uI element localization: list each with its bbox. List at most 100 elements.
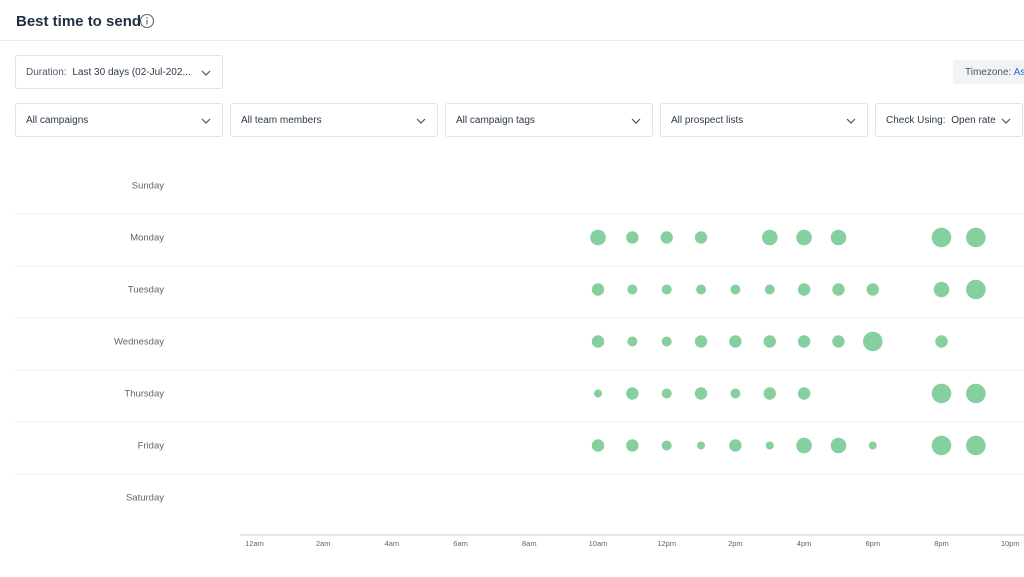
day-label-saturday: Saturday xyxy=(126,493,164,504)
bubble-wednesday-15[interactable] xyxy=(763,335,776,348)
bubble-tuesday-21[interactable] xyxy=(966,279,986,300)
bubble-friday-20[interactable] xyxy=(931,435,952,456)
bubble-tuesday-18[interactable] xyxy=(866,283,879,296)
bubble-friday-13[interactable] xyxy=(697,441,706,450)
bubble-thursday-14[interactable] xyxy=(730,388,741,399)
x-tick-label-10pm: 10pm xyxy=(1001,539,1020,548)
x-tick-label-12am: 12am xyxy=(245,539,264,548)
timezone-selector[interactable]: Timezone: As xyxy=(953,60,1024,84)
bubble-monday-20[interactable] xyxy=(931,227,952,248)
campaign-tags-dropdown[interactable]: All campaign tags xyxy=(445,103,653,137)
campaign-tags-dropdown-label: All campaign tags xyxy=(456,115,535,126)
chevron-down-icon xyxy=(1001,118,1011,124)
check-using-dropdown[interactable]: Check Using: Open rate xyxy=(875,103,1023,137)
bubble-friday-21[interactable] xyxy=(966,435,986,456)
bubble-tuesday-12[interactable] xyxy=(661,284,672,295)
bubble-wednesday-14[interactable] xyxy=(729,335,742,348)
bubble-monday-15[interactable] xyxy=(761,229,778,246)
bubble-friday-15[interactable] xyxy=(765,441,774,450)
check-using-text: Check Using: Open rate xyxy=(886,115,996,126)
bubble-monday-16[interactable] xyxy=(796,229,812,246)
bubble-wednesday-11[interactable] xyxy=(627,336,638,347)
x-tick-label-4pm: 4pm xyxy=(797,539,812,548)
info-icon[interactable] xyxy=(139,13,155,29)
bubble-wednesday-16[interactable] xyxy=(797,335,811,348)
bubble-tuesday-20[interactable] xyxy=(933,281,950,298)
duration-label: Duration: xyxy=(26,67,67,78)
duration-value: Last 30 days (02-Jul-202... xyxy=(72,67,191,78)
bubble-wednesday-20[interactable] xyxy=(935,335,948,348)
bubble-tuesday-15[interactable] xyxy=(764,284,775,295)
bubble-friday-14[interactable] xyxy=(729,439,742,452)
page-title: Best time to send xyxy=(16,13,142,30)
bubble-thursday-21[interactable] xyxy=(966,383,986,404)
chevron-down-icon xyxy=(201,70,211,76)
bubble-thursday-11[interactable] xyxy=(626,387,639,400)
timezone-value: As xyxy=(1013,67,1024,78)
x-tick-label-12pm: 12pm xyxy=(657,539,676,548)
day-label-sunday: Sunday xyxy=(132,181,164,192)
bubble-wednesday-18[interactable] xyxy=(863,331,883,352)
bubble-thursday-13[interactable] xyxy=(694,387,708,400)
bubble-monday-12[interactable] xyxy=(660,231,673,244)
x-tick-label-10am: 10am xyxy=(589,539,608,548)
x-tick-label-2am: 2am xyxy=(316,539,331,548)
bubble-wednesday-10[interactable] xyxy=(591,335,605,348)
bubble-monday-10[interactable] xyxy=(590,229,606,246)
campaigns-dropdown-label: All campaigns xyxy=(26,115,89,126)
bubble-friday-16[interactable] xyxy=(796,437,812,454)
timezone-label: Timezone: xyxy=(965,67,1012,78)
bubble-thursday-20[interactable] xyxy=(931,383,952,404)
prospect-lists-dropdown-label: All prospect lists xyxy=(671,115,744,126)
bubble-monday-13[interactable] xyxy=(694,231,708,244)
day-label-thursday: Thursday xyxy=(124,389,164,400)
x-tick-label-8pm: 8pm xyxy=(934,539,949,548)
x-tick-label-6pm: 6pm xyxy=(866,539,881,548)
bubble-friday-17[interactable] xyxy=(830,437,847,454)
campaigns-dropdown[interactable]: All campaigns xyxy=(15,103,223,137)
prospect-lists-dropdown[interactable]: All prospect lists xyxy=(660,103,868,137)
timezone-text: Timezone: As xyxy=(965,67,1024,78)
x-tick-label-2pm: 2pm xyxy=(728,539,743,548)
bubble-wednesday-17[interactable] xyxy=(832,335,845,348)
day-label-friday: Friday xyxy=(138,441,165,452)
team-members-dropdown[interactable]: All team members xyxy=(230,103,438,137)
bubble-thursday-15[interactable] xyxy=(763,387,776,400)
bubble-monday-21[interactable] xyxy=(966,227,986,248)
chevron-down-icon xyxy=(201,118,211,124)
bubble-tuesday-17[interactable] xyxy=(832,283,845,296)
bubble-tuesday-14[interactable] xyxy=(730,284,741,295)
x-tick-label-4am: 4am xyxy=(385,539,400,548)
day-label-monday: Monday xyxy=(130,233,164,244)
bubble-tuesday-11[interactable] xyxy=(627,284,638,295)
chevron-down-icon xyxy=(416,118,426,124)
bubble-friday-10[interactable] xyxy=(591,439,605,452)
bubble-tuesday-13[interactable] xyxy=(696,284,707,295)
bubble-monday-11[interactable] xyxy=(626,231,639,244)
duration-dropdown[interactable]: Duration: Last 30 days (02-Jul-202... xyxy=(15,55,223,89)
bubble-tuesday-10[interactable] xyxy=(591,283,605,296)
bubble-friday-11[interactable] xyxy=(626,439,639,452)
duration-text: Duration: Last 30 days (02-Jul-202... xyxy=(26,67,191,78)
bubble-thursday-12[interactable] xyxy=(661,388,672,399)
team-members-dropdown-label: All team members xyxy=(241,115,322,126)
bubble-wednesday-12[interactable] xyxy=(661,336,672,347)
check-using-label: Check Using: xyxy=(886,115,946,126)
bubble-thursday-10[interactable] xyxy=(594,389,602,398)
bubble-friday-18[interactable] xyxy=(868,441,877,450)
bubble-thursday-16[interactable] xyxy=(797,387,811,400)
x-tick-label-6am: 6am xyxy=(453,539,468,548)
chevron-down-icon xyxy=(631,118,641,124)
chevron-down-icon xyxy=(846,118,856,124)
day-label-tuesday: Tuesday xyxy=(128,285,164,296)
bubble-friday-12[interactable] xyxy=(661,440,672,451)
check-using-value: Open rate xyxy=(951,115,996,126)
bubble-tuesday-16[interactable] xyxy=(797,283,811,296)
day-label-wednesday: Wednesday xyxy=(114,337,164,348)
panel-header: Best time to send xyxy=(0,0,1024,41)
bubble-wednesday-13[interactable] xyxy=(694,335,708,348)
bubble-monday-17[interactable] xyxy=(830,229,847,246)
x-tick-label-8am: 8am xyxy=(522,539,537,548)
